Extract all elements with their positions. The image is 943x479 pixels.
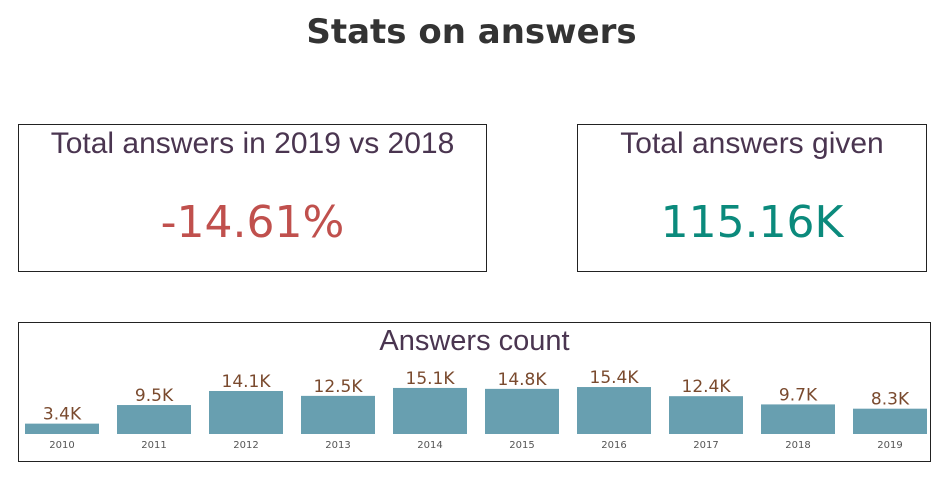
x-tick-label: 2011 — [141, 440, 166, 451]
x-tick-label: 2017 — [693, 440, 718, 451]
data-label: 3.4K — [43, 405, 82, 425]
bar-2010 — [25, 423, 99, 434]
bar-2013 — [301, 395, 375, 434]
data-label: 9.5K — [135, 386, 174, 406]
kpi-card-yoy-change: Total answers in 2019 vs 2018 -14.61% — [18, 124, 487, 272]
data-label: 14.8K — [498, 370, 548, 390]
bar-2012 — [209, 390, 283, 434]
bar-2016 — [577, 387, 651, 434]
data-label: 15.4K — [590, 368, 640, 388]
data-label: 15.1K — [406, 369, 456, 389]
x-tick-label: 2018 — [785, 440, 810, 451]
kpi-value: 115.16K — [660, 197, 844, 248]
x-tick-label: 2014 — [417, 440, 442, 451]
data-label: 12.4K — [682, 377, 732, 397]
kpi-title: Total answers in 2019 vs 2018 — [50, 127, 455, 160]
data-label: 9.7K — [779, 385, 818, 405]
x-tick-label: 2012 — [233, 440, 258, 451]
answers-count-chart: Answers count 3.4K 2010 9.5K 2011 14.1K 2012 1… — [18, 322, 931, 462]
page-title: Stats on answers — [306, 12, 637, 52]
bar-2014 — [393, 387, 467, 434]
data-label: 14.1K — [222, 372, 272, 392]
bar-2018 — [761, 404, 835, 434]
x-tick-label: 2016 — [601, 440, 626, 451]
data-label: 8.3K — [871, 390, 910, 410]
kpi-title: Total answers given — [620, 127, 884, 160]
x-tick-label: 2015 — [509, 440, 534, 451]
data-label: 12.5K — [314, 377, 364, 397]
chart-title: Answers count — [379, 325, 570, 357]
x-tick-label: 2019 — [877, 440, 902, 451]
kpi-value: -14.61% — [160, 197, 345, 248]
bar-chart: 3.4K 2010 9.5K 2011 14.1K 2012 12.5K 2013 15.1K 2… — [25, 368, 927, 451]
kpi-card-total-answers: Total answers given 115.16K — [577, 124, 927, 272]
x-tick-label: 2013 — [325, 440, 350, 451]
bar-2015 — [485, 388, 559, 434]
bar-2017 — [669, 396, 743, 434]
bar-2011 — [117, 405, 191, 434]
bar-2019 — [853, 408, 927, 434]
x-tick-label: 2010 — [49, 440, 74, 451]
